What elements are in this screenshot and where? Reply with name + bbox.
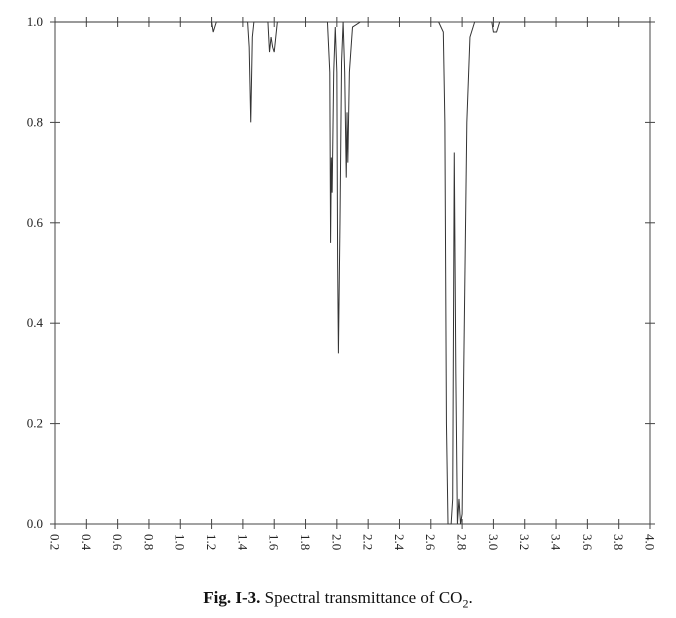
caption-end: . bbox=[468, 588, 473, 607]
x-tick-label: 3.0 bbox=[486, 534, 501, 550]
x-tick-label: 0.4 bbox=[79, 534, 94, 551]
caption-text: Spectral transmittance of CO bbox=[264, 588, 463, 607]
plot-frame bbox=[54, 21, 651, 525]
x-tick-label: 3.6 bbox=[580, 534, 595, 551]
x-tick-label: 2.4 bbox=[392, 534, 407, 551]
x-tick-label: 3.8 bbox=[611, 534, 626, 550]
caption-subscript: 2 bbox=[462, 596, 469, 611]
x-tick-label: 1.0 bbox=[173, 534, 188, 550]
chart: 0.0 0.2 0.4 0.6 0.8 1.0 0.2 0.4 0.6 0.8 1.0 1.2 1.4 1… bbox=[27, 14, 658, 551]
x-tick-label: 1.2 bbox=[204, 534, 219, 550]
y-tick-label: 0.6 bbox=[27, 215, 44, 230]
x-tick-label: 1.6 bbox=[267, 534, 282, 551]
y-tick-label: 0.2 bbox=[27, 416, 43, 431]
x-tick-label: 4.0 bbox=[642, 534, 657, 550]
spectrum-line bbox=[55, 21, 650, 525]
x-tick-label: 2.8 bbox=[455, 534, 470, 550]
x-tick-label: 0.2 bbox=[47, 534, 62, 550]
caption-label: Fig. I-3. bbox=[203, 588, 261, 607]
y-tick-label: 1.0 bbox=[27, 14, 43, 29]
x-tick-label: 2.2 bbox=[361, 534, 376, 550]
caption: Fig. I-3. Spectral transmittance of CO2. bbox=[0, 588, 676, 611]
y-tick-label: 0.0 bbox=[27, 516, 43, 531]
y-tick-label: 0.4 bbox=[27, 315, 44, 330]
y-tick-label: 0.8 bbox=[27, 114, 43, 129]
x-tick-label: 0.6 bbox=[110, 534, 125, 551]
x-tick-label: 1.4 bbox=[235, 534, 250, 551]
x-tick-label: 3.2 bbox=[517, 534, 532, 550]
x-tick-label: 2.6 bbox=[423, 534, 438, 551]
x-tick-label: 2.0 bbox=[329, 534, 344, 550]
x-tick-label: 0.8 bbox=[141, 534, 156, 550]
x-tick-label: 1.8 bbox=[298, 534, 313, 550]
x-tick-label: 3.4 bbox=[549, 534, 564, 551]
